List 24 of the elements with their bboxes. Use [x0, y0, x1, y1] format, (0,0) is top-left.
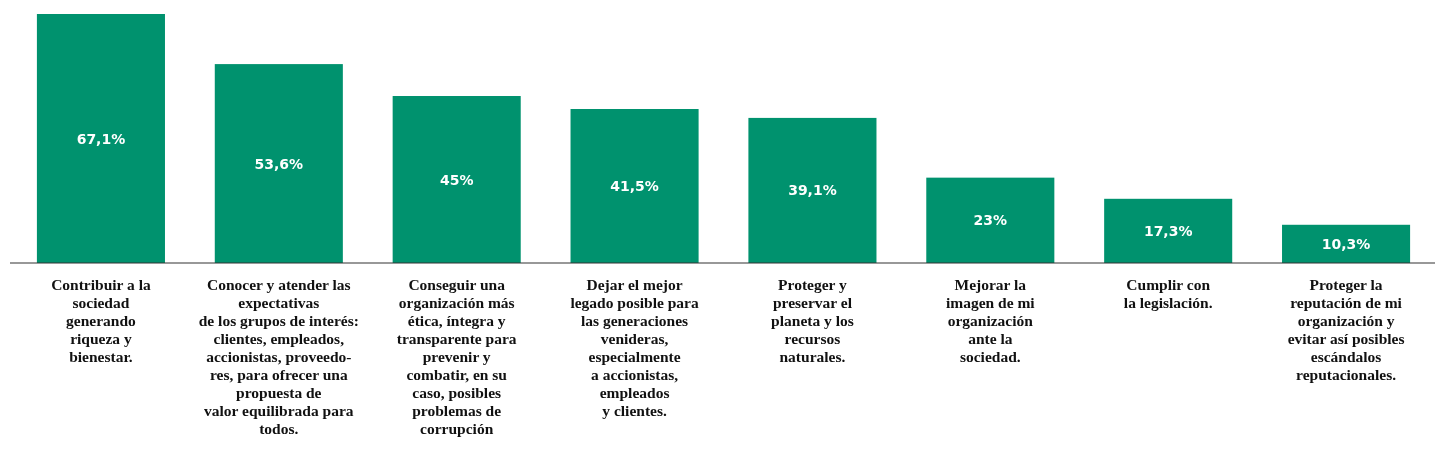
bar [1282, 224, 1411, 263]
x-tick-label: Contribuir a la sociedad generando riqueza y bienestar. [51, 276, 151, 365]
data-label: 53,6% [254, 155, 304, 172]
x-tick-label: Proteger la reputación de mi organización y evitar así posibles escándalos reputacionales. [1287, 276, 1405, 383]
x-tick-label: Proteger y preservar el planeta y los recursos naturales. [771, 276, 854, 365]
data-label: 67,1% [76, 130, 126, 147]
bar [214, 64, 343, 263]
data-label: 45% [439, 171, 474, 188]
bar [36, 14, 165, 263]
bar [392, 96, 521, 263]
x-tick-label: Dejar el mejor legado posible para las generaciones venideras, especialmente a accionistas, empleados y clientes. [570, 276, 699, 419]
x-tick-label: Cumplir con la legislación. [1123, 276, 1213, 311]
data-label: 17,3% [1143, 222, 1193, 239]
category-label: Conocer y atender las expectativas de los grupos de interés: clientes, empleados, accionistas, proveedo- res, para ofrecer una propuesta de valor equilibrada para todos. [198, 276, 359, 437]
data-label: 23% [973, 212, 1008, 229]
bar [1104, 198, 1233, 263]
data-label: 10,3% [1321, 235, 1371, 252]
category-label: Conseguir una organización más ética, íntegra y transparente para prevenir y combatir, en su caso, posibles problemas de corrupción [396, 276, 517, 437]
bar [926, 177, 1055, 263]
data-label: 41,5% [610, 178, 659, 194]
data-label: 39,1% [788, 182, 837, 199]
bar [570, 109, 699, 263]
x-tick-label: Mejorar la imagen de mi organización ante la sociedad. [945, 276, 1036, 365]
bar [748, 117, 877, 263]
